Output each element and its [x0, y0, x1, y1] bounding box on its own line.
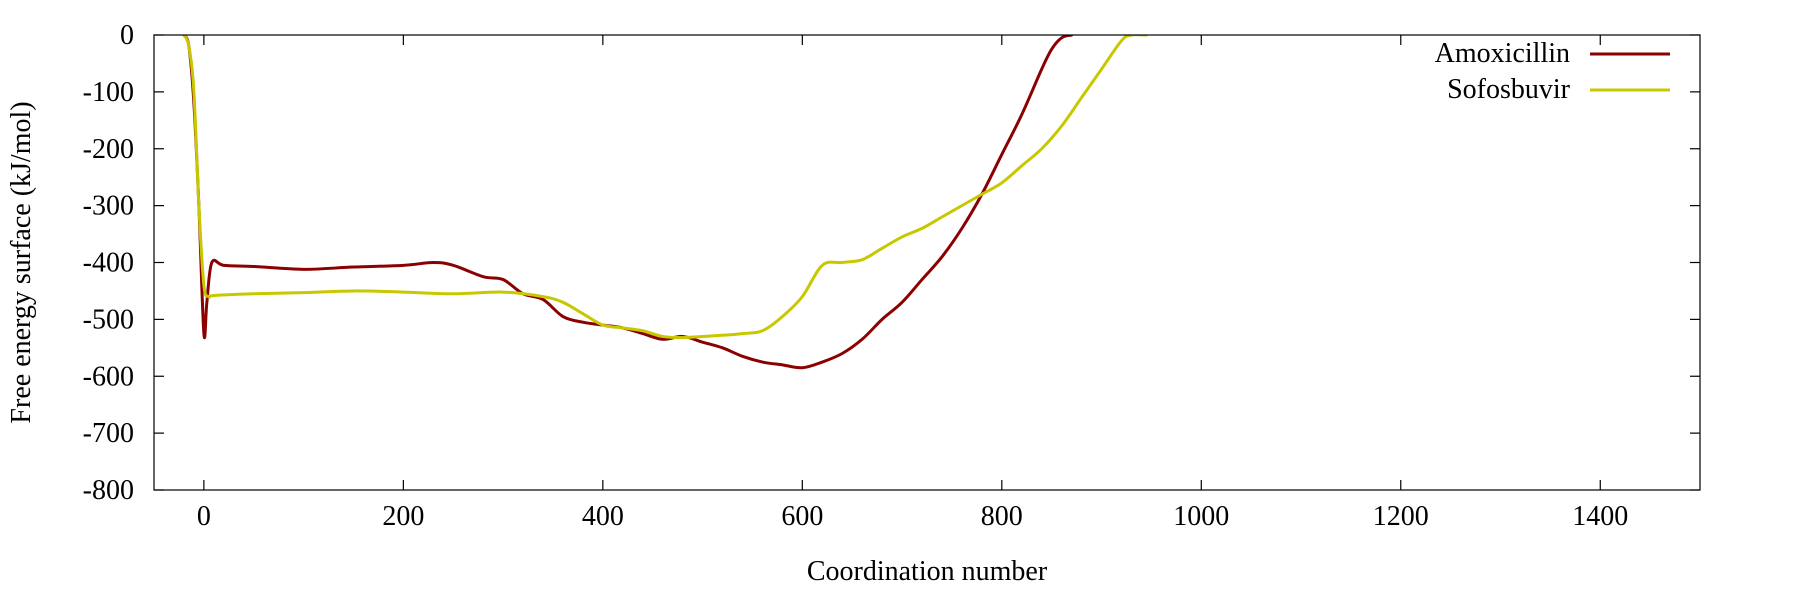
legend: Amoxicillin Sofosbuvir: [1435, 38, 1670, 105]
legend-label-amoxicillin: Amoxicillin: [1435, 38, 1570, 69]
series-line-sofosbuvir: [182, 35, 1148, 340]
y-axis-label: Free energy surface (kJ/mol): [6, 101, 37, 423]
y-tick-label: -800: [83, 475, 134, 506]
y-tick-label: -200: [83, 134, 134, 165]
x-tick-label: 800: [981, 501, 1023, 532]
x-tick-label: 200: [382, 501, 424, 532]
series-layer: [182, 35, 1148, 370]
x-axis: 0 200 400 600 800 1000 1200 1400: [197, 35, 1628, 532]
y-axis: 0 -100 -200 -300 -400 -500 -600 -700 -800: [83, 20, 1700, 506]
y-tick-label: -600: [83, 361, 134, 392]
y-tick-label: -700: [83, 418, 134, 449]
legend-label-sofosbuvir: Sofosbuvir: [1447, 74, 1571, 105]
x-tick-label: 600: [781, 501, 823, 532]
x-tick-label: 1400: [1572, 501, 1628, 532]
x-tick-label: 1200: [1373, 501, 1429, 532]
x-tick-label: 0: [197, 501, 211, 532]
series-line-amoxicillin: [182, 35, 1074, 370]
y-tick-label: -400: [83, 248, 134, 279]
x-axis-label: Coordination number: [807, 556, 1048, 587]
y-tick-label: -300: [83, 191, 134, 222]
y-tick-label: -100: [83, 77, 134, 108]
y-tick-label: 0: [120, 20, 134, 51]
y-tick-label: -500: [83, 304, 134, 335]
x-tick-label: 1000: [1173, 501, 1229, 532]
x-tick-label: 400: [582, 501, 624, 532]
